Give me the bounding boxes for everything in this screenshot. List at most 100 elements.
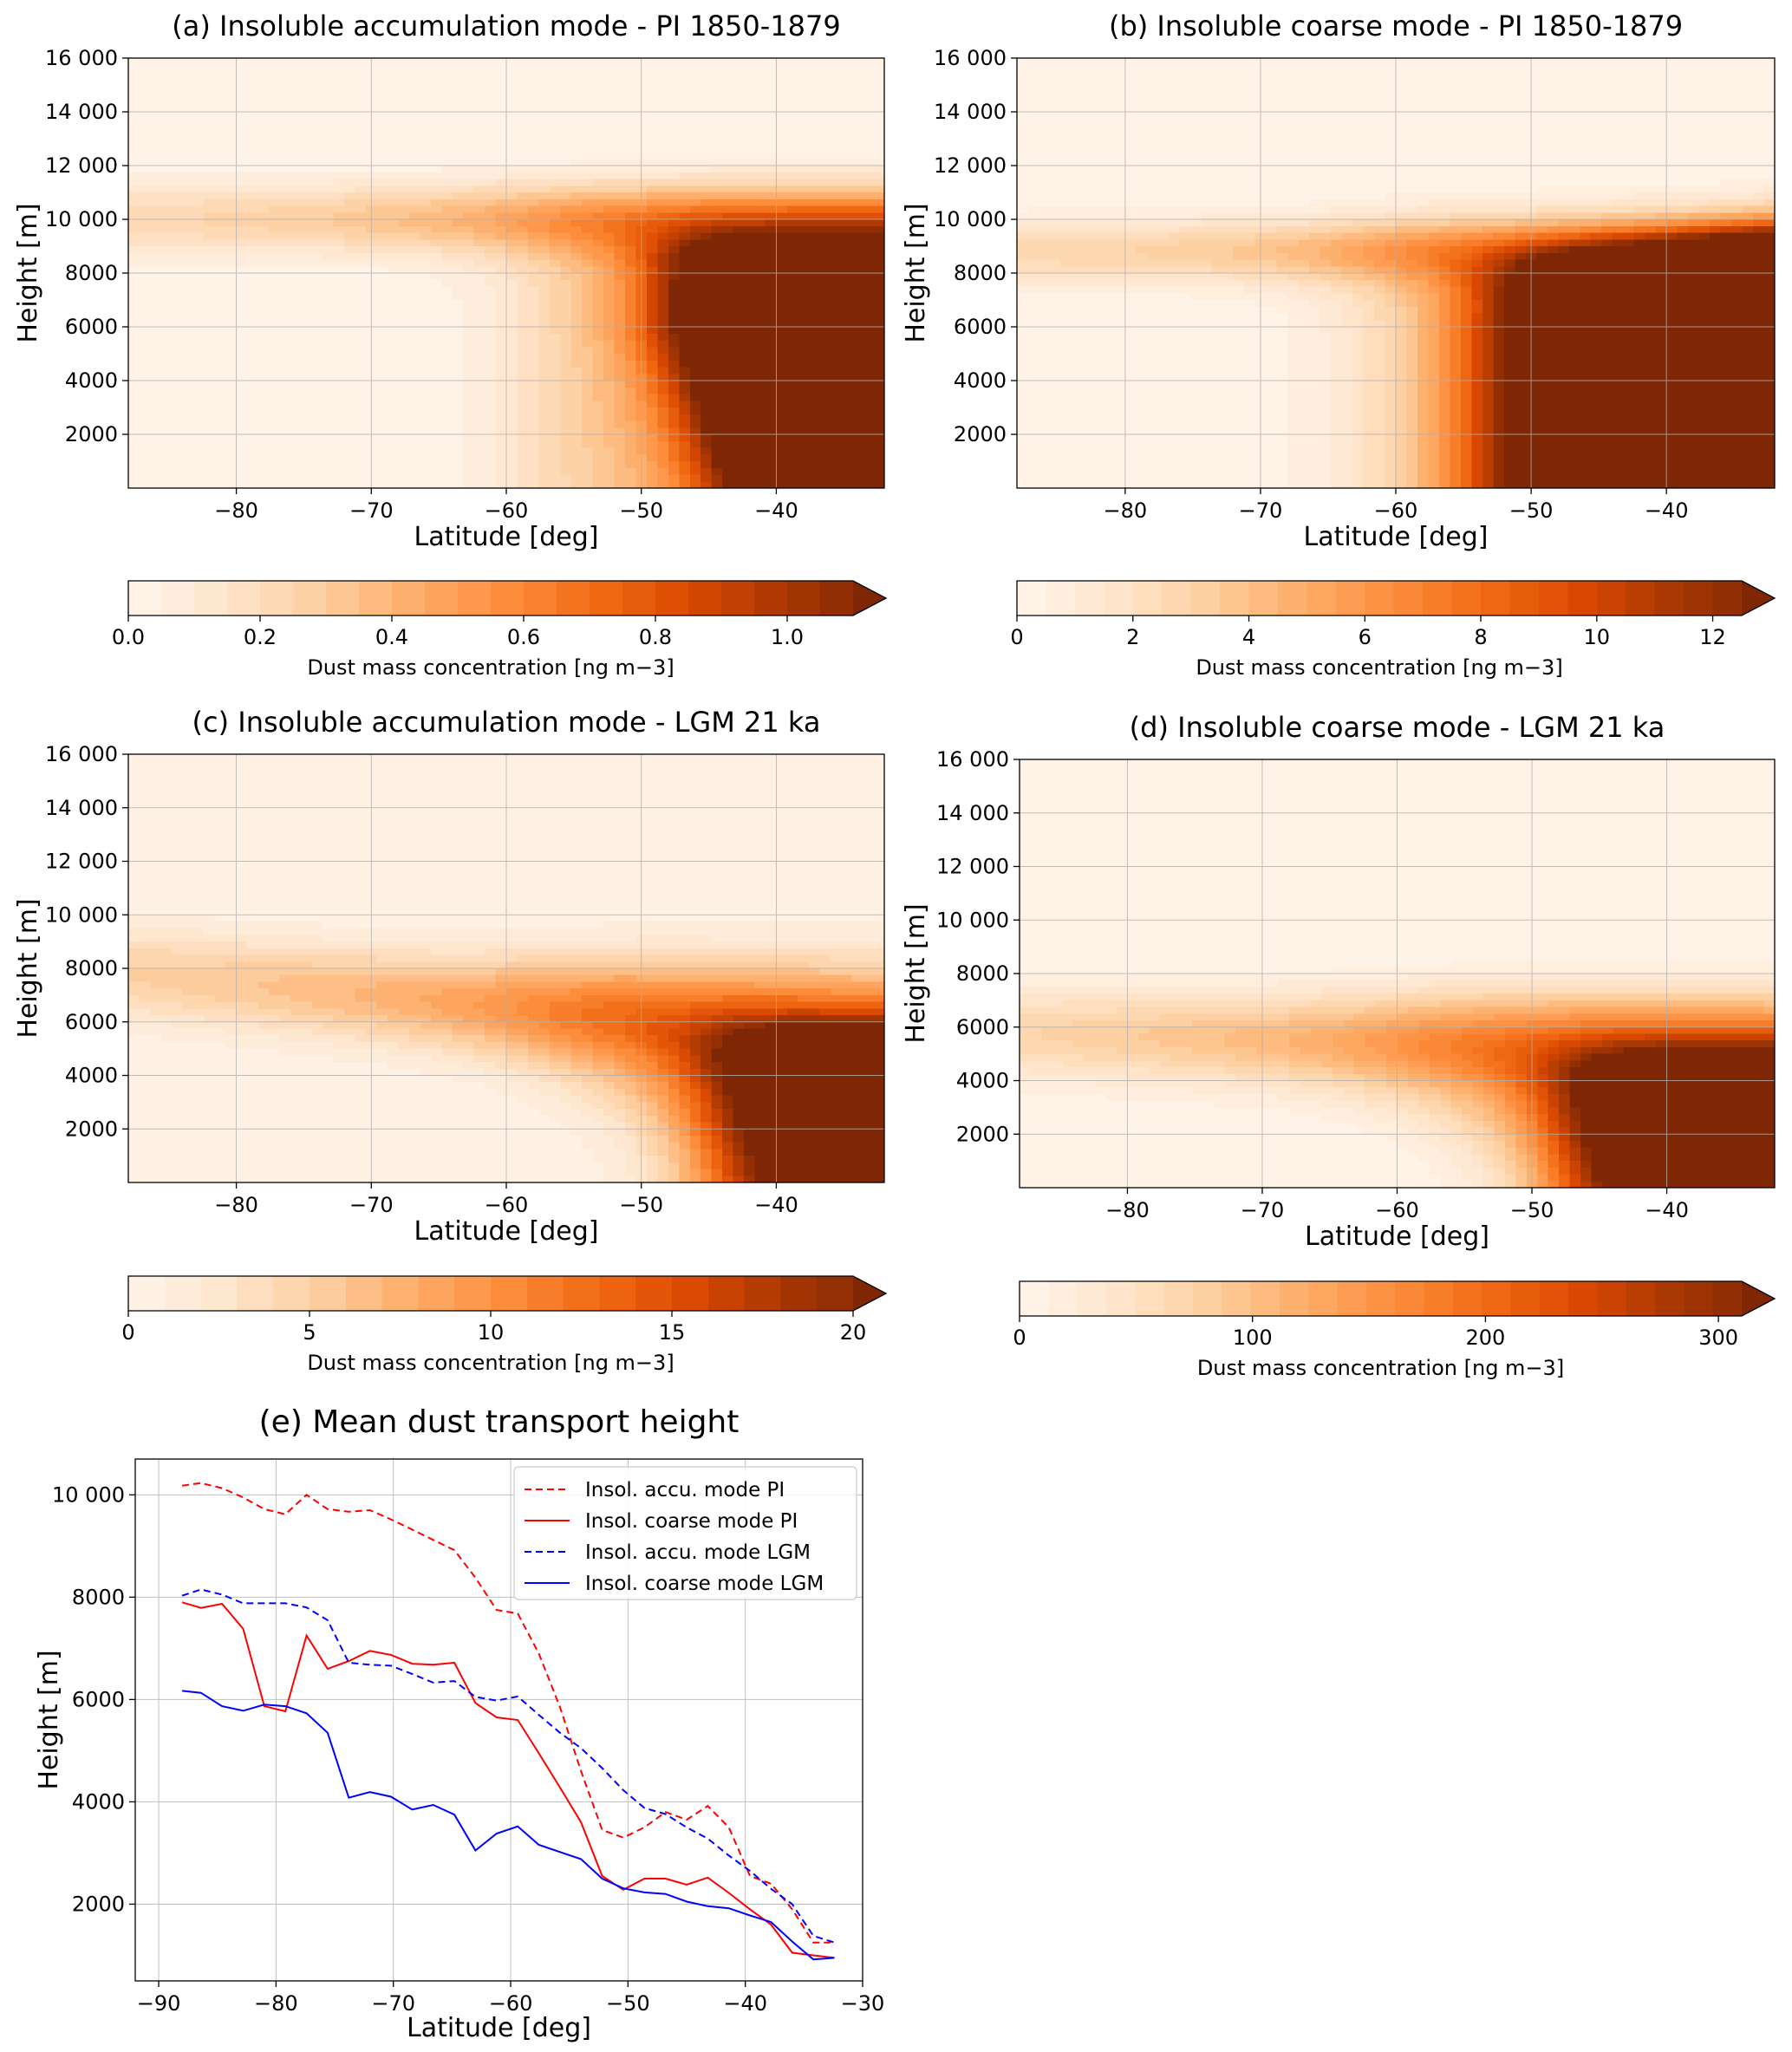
contour-cell bbox=[798, 152, 810, 160]
contour-cell bbox=[1017, 166, 1029, 173]
contour-cell bbox=[570, 320, 583, 328]
colorbar-segment bbox=[260, 581, 294, 616]
contour-cell bbox=[408, 440, 420, 449]
contour-cell bbox=[279, 407, 291, 415]
contour-cell bbox=[560, 286, 572, 294]
contour-cell bbox=[819, 232, 831, 240]
contour-cell bbox=[333, 179, 345, 186]
contour-cell bbox=[549, 239, 561, 247]
contour-cell bbox=[279, 481, 291, 489]
contour-cell bbox=[873, 192, 885, 200]
contour-cell bbox=[733, 98, 745, 106]
contour-cell bbox=[592, 454, 604, 462]
contour-cell bbox=[560, 91, 572, 100]
contour-cell bbox=[420, 374, 432, 381]
contour-cell bbox=[808, 179, 820, 186]
contour-cell bbox=[398, 91, 410, 100]
contour-cell bbox=[646, 454, 658, 462]
contour-cell bbox=[549, 98, 561, 106]
contour-cell bbox=[323, 85, 335, 93]
contour-cell bbox=[160, 447, 173, 455]
contour-cell bbox=[808, 71, 820, 79]
contour-cell bbox=[441, 172, 453, 180]
contour-cell bbox=[506, 320, 518, 328]
contour-cell bbox=[236, 239, 248, 247]
contour-cell bbox=[679, 474, 691, 482]
contour-cell bbox=[517, 246, 529, 254]
contour-cell bbox=[679, 232, 691, 240]
contour-cell bbox=[204, 259, 216, 267]
contour-cell bbox=[128, 125, 140, 133]
contour-cell bbox=[679, 78, 691, 86]
contour-cell bbox=[344, 440, 356, 449]
contour-cell bbox=[851, 105, 863, 113]
contour-cell bbox=[430, 394, 442, 401]
contour-cell bbox=[355, 414, 367, 422]
contour-cell bbox=[592, 481, 604, 489]
contour-cell bbox=[570, 152, 583, 160]
contour-cell bbox=[570, 461, 583, 469]
contour-cell bbox=[851, 266, 863, 274]
contour-cell bbox=[236, 199, 248, 207]
contour-cell bbox=[473, 98, 485, 106]
contour-cell bbox=[841, 64, 853, 73]
contour-cell bbox=[452, 259, 464, 267]
contour-cell bbox=[851, 118, 863, 127]
contour-cell bbox=[149, 300, 161, 308]
contour-cell bbox=[798, 286, 810, 294]
contour-cell bbox=[279, 354, 291, 362]
contour-cell bbox=[679, 401, 691, 408]
contour-cell bbox=[744, 64, 756, 73]
contour-cell bbox=[625, 125, 637, 133]
contour-cell bbox=[1059, 474, 1072, 482]
contour-cell bbox=[603, 239, 616, 247]
contour-cell bbox=[473, 78, 485, 86]
contour-cell bbox=[473, 225, 485, 234]
contour-cell bbox=[582, 172, 594, 180]
colorbar-segment bbox=[425, 581, 459, 616]
contour-cell bbox=[311, 199, 323, 207]
contour-cell bbox=[463, 125, 475, 133]
contour-cell bbox=[204, 300, 216, 308]
contour-cell bbox=[420, 225, 432, 234]
contour-cell bbox=[722, 166, 734, 173]
contour-cell bbox=[473, 300, 485, 308]
contour-cell bbox=[247, 279, 259, 288]
contour-cell bbox=[1081, 239, 1093, 247]
contour-cell bbox=[657, 306, 669, 315]
contour-cell bbox=[408, 85, 420, 93]
contour-cell bbox=[506, 454, 518, 462]
contour-cell bbox=[538, 78, 551, 86]
contour-cell bbox=[744, 347, 756, 355]
contour-cell bbox=[873, 474, 885, 482]
contour-cell bbox=[786, 427, 798, 435]
contour-cell bbox=[160, 212, 173, 220]
contour-cell bbox=[192, 461, 205, 469]
contour-cell bbox=[128, 219, 140, 227]
contour-cell bbox=[323, 199, 335, 207]
contour-cell bbox=[701, 159, 713, 166]
contour-cell bbox=[1071, 64, 1083, 73]
contour-cell bbox=[603, 320, 616, 328]
contour-cell bbox=[754, 139, 766, 147]
contour-cell bbox=[192, 440, 205, 449]
contour-cell bbox=[495, 152, 507, 160]
contour-cell bbox=[560, 414, 572, 422]
contour-cell bbox=[344, 166, 356, 173]
contour-cell bbox=[603, 139, 616, 147]
contour-cell bbox=[495, 407, 507, 415]
contour-cell bbox=[689, 192, 701, 200]
contour-cell bbox=[701, 105, 713, 113]
contour-cell bbox=[776, 407, 788, 415]
contour-cell bbox=[430, 414, 442, 422]
contour-cell bbox=[171, 266, 183, 274]
contour-cell bbox=[128, 306, 140, 315]
contour-cell bbox=[452, 481, 464, 489]
contour-cell bbox=[214, 381, 226, 388]
contour-cell bbox=[733, 273, 745, 281]
contour-cell bbox=[139, 340, 151, 348]
contour-cell bbox=[646, 279, 658, 288]
contour-cell bbox=[506, 300, 518, 308]
contour-cell bbox=[376, 360, 388, 368]
contour-cell bbox=[236, 112, 248, 120]
